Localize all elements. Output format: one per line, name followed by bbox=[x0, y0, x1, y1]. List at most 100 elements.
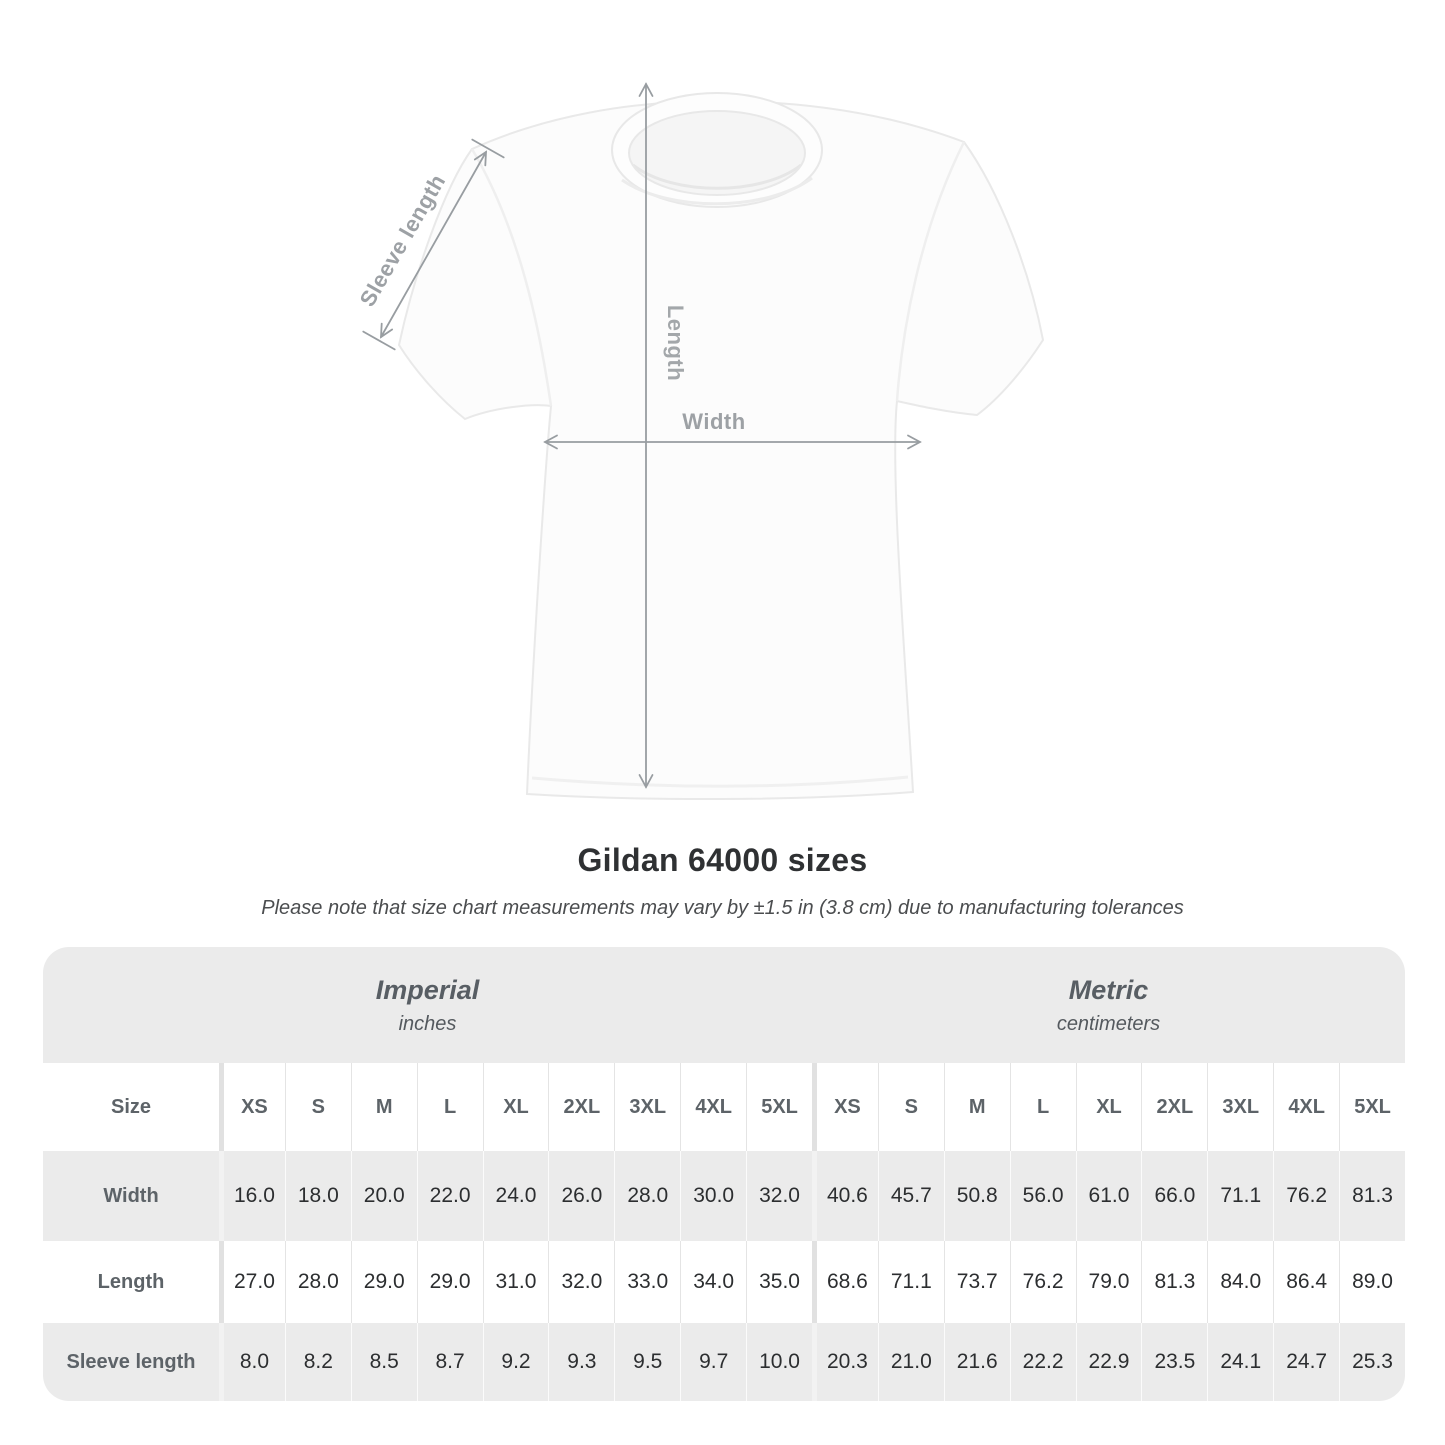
measurement-cell: 71.1 bbox=[1207, 1151, 1273, 1241]
measurement-cell: 23.5 bbox=[1141, 1323, 1207, 1401]
measurement-cell: 66.0 bbox=[1141, 1151, 1207, 1241]
size-header-cell: 3XL bbox=[614, 1063, 680, 1151]
measurement-cell: 32.0 bbox=[548, 1241, 614, 1323]
measurement-cell: 56.0 bbox=[1009, 1151, 1076, 1241]
imperial-section-header: Imperial inches bbox=[43, 947, 812, 1063]
row-label: Size bbox=[110, 1095, 152, 1118]
length-arrow bbox=[638, 82, 654, 789]
measurement-cell: 68.6 bbox=[811, 1241, 878, 1323]
size-header-cell: 5XL bbox=[746, 1063, 812, 1151]
measurement-cell: 21.6 bbox=[943, 1323, 1010, 1401]
measurement-cell: 40.6 bbox=[811, 1151, 878, 1241]
measurement-cell: 30.0 bbox=[680, 1151, 746, 1241]
measurement-cell: 22.2 bbox=[1009, 1323, 1076, 1401]
metric-title: Metric bbox=[1068, 974, 1149, 1005]
size-header-cell: M bbox=[350, 1063, 417, 1151]
tshirt-measurement-diagram: Width Length Sleeve length bbox=[355, 82, 1045, 801]
measurement-cell: 29.0 bbox=[350, 1241, 417, 1323]
width-arrow bbox=[543, 434, 922, 450]
size-table: Imperial inches Metric centimeters Size X… bbox=[43, 947, 1405, 1401]
size-header-cell: 2XL bbox=[548, 1063, 614, 1151]
tshirt-diagram-svg: Width Length Sleeve length bbox=[355, 82, 1045, 801]
size-header-cell: XS bbox=[811, 1063, 878, 1151]
measurement-cell: 25.3 bbox=[1339, 1323, 1405, 1401]
width-row: Width 16.0 18.0 20.0 22.0 24.0 26.0 28.0 30.0 32.… bbox=[43, 1151, 1405, 1241]
measurement-cell: 35.0 bbox=[746, 1241, 812, 1323]
measurement-cell: 26.0 bbox=[548, 1151, 614, 1241]
measurement-cell: 9.7 bbox=[680, 1323, 746, 1401]
measurement-cell: 18.0 bbox=[284, 1151, 351, 1241]
measurement-cell: 81.3 bbox=[1339, 1151, 1405, 1241]
row-label: Width bbox=[103, 1184, 159, 1207]
tshirt-image bbox=[397, 92, 1045, 801]
length-row: Length 27.0 28.0 29.0 29.0 31.0 32.0 33.0 34.0 35… bbox=[43, 1241, 1405, 1323]
measurement-cell: 34.0 bbox=[680, 1241, 746, 1323]
measurement-cell: 8.2 bbox=[284, 1323, 351, 1401]
metric-unit: centimeters bbox=[1056, 1012, 1161, 1035]
row-label: Length bbox=[97, 1270, 165, 1293]
measurement-cell: 29.0 bbox=[416, 1241, 483, 1323]
measurement-cell: 89.0 bbox=[1339, 1241, 1405, 1323]
size-header-cell: XL bbox=[482, 1063, 549, 1151]
measurement-cell: 61.0 bbox=[1075, 1151, 1142, 1241]
size-table-body: Size XS S M L XL 2XL 3XL 4XL 5XL XS S M L XL 2XL 3XL 4XL 5… bbox=[43, 1063, 1405, 1401]
measurement-cell: 32.0 bbox=[746, 1151, 812, 1241]
metric-section-header: Metric centimeters bbox=[812, 947, 1405, 1063]
measurement-cell: 9.5 bbox=[614, 1323, 680, 1401]
page-title: Gildan 64000 sizes bbox=[577, 842, 868, 878]
measurement-cell: 8.0 bbox=[219, 1323, 285, 1401]
measurement-cell: 28.0 bbox=[614, 1151, 680, 1241]
measurement-cell: 20.0 bbox=[350, 1151, 417, 1241]
measurement-cell: 22.0 bbox=[416, 1151, 483, 1241]
size-header-cell: XS bbox=[219, 1063, 285, 1151]
measurement-cell: 81.3 bbox=[1141, 1241, 1207, 1323]
measurement-cell: 9.3 bbox=[548, 1323, 614, 1401]
measurement-cell: 84.0 bbox=[1207, 1241, 1273, 1323]
measurement-cell: 86.4 bbox=[1273, 1241, 1339, 1323]
measurement-cell: 76.2 bbox=[1009, 1241, 1076, 1323]
size-header-cell: 2XL bbox=[1141, 1063, 1207, 1151]
measurement-cell: 24.1 bbox=[1207, 1323, 1273, 1401]
tolerance-note: Please note that size chart measurements… bbox=[261, 897, 1184, 919]
measurement-cell: 71.1 bbox=[877, 1241, 944, 1323]
measurement-cell: 28.0 bbox=[284, 1241, 351, 1323]
measurement-cell: 24.7 bbox=[1273, 1323, 1339, 1401]
measurement-cell: 73.7 bbox=[943, 1241, 1010, 1323]
imperial-title: Imperial bbox=[375, 974, 480, 1005]
size-header-cell: S bbox=[877, 1063, 944, 1151]
measurement-cell: 8.7 bbox=[416, 1323, 483, 1401]
sleeve-length-row: Sleeve length 8.0 8.2 8.5 8.7 9.2 9.3 9.5 9.7 10.… bbox=[43, 1323, 1405, 1401]
measurement-cell: 31.0 bbox=[482, 1241, 549, 1323]
length-label: Length bbox=[663, 305, 688, 381]
size-header-cell: 3XL bbox=[1207, 1063, 1273, 1151]
size-header-cell: XL bbox=[1075, 1063, 1142, 1151]
sleeve-length-arrow bbox=[362, 138, 505, 351]
measurement-cell: 21.0 bbox=[877, 1323, 944, 1401]
measurement-cell: 33.0 bbox=[614, 1241, 680, 1323]
size-header-cell: M bbox=[943, 1063, 1010, 1151]
measurement-cell: 10.0 bbox=[746, 1323, 812, 1401]
size-header-row: Size XS S M L XL 2XL 3XL 4XL 5XL XS S M L XL 2XL 3XL 4XL 5… bbox=[43, 1063, 1405, 1151]
measurement-cell: 22.9 bbox=[1075, 1323, 1142, 1401]
width-label: Width bbox=[682, 409, 745, 434]
unit-system-header-row: Imperial inches Metric centimeters bbox=[43, 947, 1405, 1063]
measurement-cell: 50.8 bbox=[943, 1151, 1010, 1241]
measurement-cell: 9.2 bbox=[482, 1323, 549, 1401]
size-header-cell: 4XL bbox=[1273, 1063, 1339, 1151]
measurement-cell: 20.3 bbox=[811, 1323, 878, 1401]
measurement-cell: 76.2 bbox=[1273, 1151, 1339, 1241]
row-label: Sleeve length bbox=[66, 1350, 196, 1373]
imperial-unit: inches bbox=[398, 1012, 457, 1035]
size-header-cell: L bbox=[416, 1063, 483, 1151]
measurement-cell: 16.0 bbox=[219, 1151, 285, 1241]
measurement-cell: 79.0 bbox=[1075, 1241, 1142, 1323]
size-header-cell: 5XL bbox=[1339, 1063, 1405, 1151]
measurement-cell: 24.0 bbox=[482, 1151, 549, 1241]
measurement-cell: 8.5 bbox=[350, 1323, 417, 1401]
size-header-cell: L bbox=[1009, 1063, 1076, 1151]
size-header-cell: S bbox=[284, 1063, 351, 1151]
measurement-cell: 45.7 bbox=[877, 1151, 944, 1241]
size-header-cell: 4XL bbox=[680, 1063, 746, 1151]
measurement-cell: 27.0 bbox=[219, 1241, 285, 1323]
